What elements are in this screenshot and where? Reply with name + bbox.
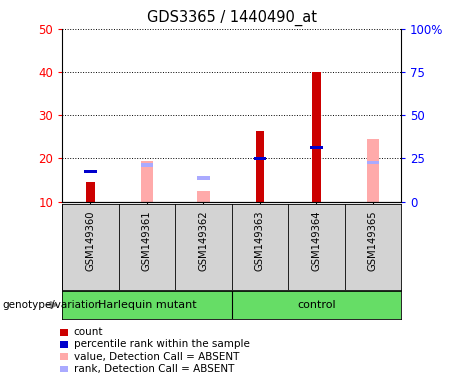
Bar <box>84 170 97 173</box>
Bar <box>86 182 95 202</box>
Bar <box>197 176 210 180</box>
Text: GSM149365: GSM149365 <box>368 210 378 271</box>
Bar <box>141 161 153 202</box>
Bar <box>366 139 379 202</box>
Text: percentile rank within the sample: percentile rank within the sample <box>74 339 250 349</box>
Text: GSM149361: GSM149361 <box>142 210 152 271</box>
Bar <box>141 163 153 167</box>
Bar <box>310 146 323 149</box>
Text: rank, Detection Call = ABSENT: rank, Detection Call = ABSENT <box>74 364 234 374</box>
Text: GSM149364: GSM149364 <box>311 210 321 271</box>
Text: GSM149360: GSM149360 <box>85 210 95 271</box>
Text: genotype/variation: genotype/variation <box>2 300 101 310</box>
Text: value, Detection Call = ABSENT: value, Detection Call = ABSENT <box>74 352 239 362</box>
Text: GSM149363: GSM149363 <box>255 210 265 271</box>
Bar <box>366 161 379 164</box>
Bar <box>197 191 210 202</box>
Bar <box>256 131 264 202</box>
Text: count: count <box>74 327 103 337</box>
Text: control: control <box>297 300 336 310</box>
Title: GDS3365 / 1440490_at: GDS3365 / 1440490_at <box>147 10 317 26</box>
Text: GSM149362: GSM149362 <box>198 210 208 271</box>
Bar <box>312 72 320 202</box>
Text: Harlequin mutant: Harlequin mutant <box>98 300 196 310</box>
Bar <box>254 157 266 160</box>
